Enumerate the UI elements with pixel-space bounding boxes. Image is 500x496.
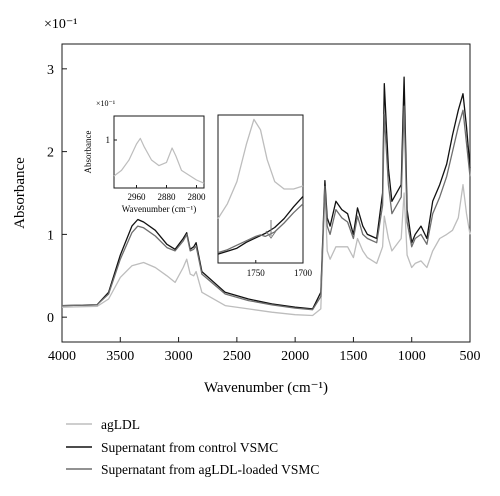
inset1-x-tick-label-2960: 2960 [128, 192, 147, 202]
series-line-2 [217, 203, 304, 254]
x-tick-label-2500: 2500 [223, 349, 251, 364]
series-line-0 [61, 184, 471, 317]
inset-ch-stretch: 2960 2880 2800 1 ×10⁻¹ Absorbance Wavenumbe… [83, 99, 206, 214]
inset2-axis-ticks: 1750 1700 [247, 260, 313, 278]
x-tick-label-1500: 1500 [339, 349, 367, 364]
inset1-frame [113, 115, 205, 189]
x-tick-label-500: 500 [460, 349, 481, 364]
series-line-1 [61, 76, 471, 310]
inset1-y-title: Absorbance [83, 131, 93, 174]
main-series-lines [61, 76, 471, 317]
inset1-x-title: Wavenumber (cm⁻¹) [122, 204, 196, 214]
inset2-x-tick-label-1750: 1750 [247, 268, 266, 278]
legend-item-loaded-vsmc: Supernatant from agLDL-loaded VSMC [66, 462, 319, 477]
x-tick-label-4000: 4000 [48, 349, 76, 364]
main-plot-frame [61, 43, 471, 343]
inset1-x-tick-label-2880: 2880 [158, 192, 177, 202]
x-tick-label-3000: 3000 [165, 349, 193, 364]
y-tick-label-1: 1 [47, 228, 54, 243]
legend-item-control-vsmc: Supernatant from control VSMC [66, 440, 278, 455]
series-line-0 [217, 118, 304, 219]
x-axis-title: Wavenumber (cm⁻¹) [204, 380, 328, 396]
legend-label-agldl: agLDL [101, 417, 140, 432]
y-tick-label-2: 2 [47, 146, 54, 161]
main-plot: 4000 3500 3000 2500 2000 1500 1000 500 0 1 2 3 ×10⁻… [12, 17, 481, 396]
x-tick-label-3500: 3500 [106, 349, 134, 364]
y-tick-label-0: 0 [47, 311, 54, 326]
inset1-x-tick-label-2800: 2800 [188, 192, 207, 202]
series-line-2 [61, 105, 471, 311]
inset1-axis-ticks: 2960 2880 2800 1 [106, 135, 207, 202]
x-tick-label-1000: 1000 [398, 349, 426, 364]
legend-item-aglDL: agLDL [66, 417, 140, 432]
series-line-1 [217, 195, 304, 255]
y-tick-label-3: 3 [47, 63, 54, 78]
y-axis-title: Absorbance [12, 157, 28, 229]
main-axis-ticks: 4000 3500 3000 2500 2000 1500 1000 500 0 1 2 3 [47, 63, 481, 364]
inset1-series-lines [113, 137, 205, 184]
inset1-y-tick-label-1: 1 [106, 135, 111, 145]
arrow-annotation [265, 220, 277, 239]
inset-carbonyl: 1750 1700 [217, 114, 313, 278]
inset1-scale-label: ×10⁻¹ [96, 99, 116, 108]
series-line-0 [113, 137, 205, 184]
x-tick-label-2000: 2000 [281, 349, 309, 364]
inset2-x-tick-label-1700: 1700 [294, 268, 313, 278]
y-axis-scale-label: ×10⁻¹ [44, 17, 77, 32]
legend-label-control-vsmc: Supernatant from control VSMC [101, 440, 278, 455]
legend: agLDL Supernatant from control VSMC Supe… [66, 417, 319, 477]
inset2-series-lines [217, 118, 304, 255]
legend-label-loaded-vsmc: Supernatant from agLDL-loaded VSMC [101, 462, 319, 477]
arrow-head [265, 230, 277, 239]
